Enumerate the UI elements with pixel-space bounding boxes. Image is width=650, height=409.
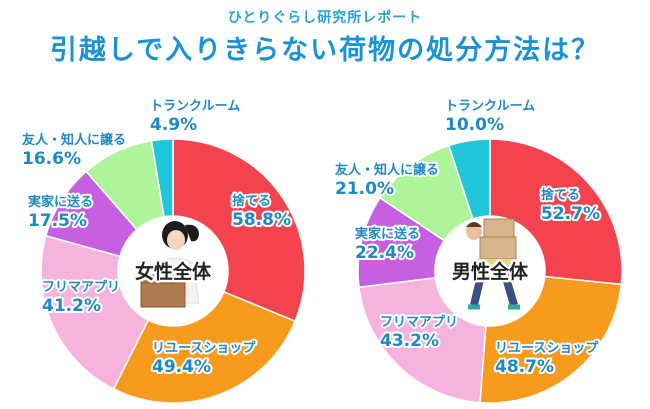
label-flea-market-app: フリマアプリ (380, 315, 458, 330)
value-flea-market-app: 41.2% (42, 296, 101, 316)
center-label: 男性全体 (452, 260, 529, 283)
hair-shape (466, 222, 482, 227)
value-send-home: 17.5% (28, 211, 87, 231)
page-title: 引越しで入りきらない荷物の処分方法は？ (49, 35, 601, 66)
value-flea-market-app: 43.2% (380, 331, 439, 351)
slice-trunk-room (150, 138, 174, 218)
ponytail-shape (185, 224, 199, 242)
legs-shape (470, 269, 518, 307)
slice-flea-market-app (40, 234, 150, 390)
label-give-friends: 友人・知人に譲る (22, 132, 126, 148)
label-send-home: 実家に送る (28, 194, 93, 210)
value-reuse-shop: 48.7% (495, 357, 554, 377)
value-trunk-room: 4.9% (150, 115, 197, 135)
box-middle-shape (479, 236, 517, 260)
woman-carrying-box-illustration (140, 221, 200, 308)
label-discard: 捨てる (232, 193, 271, 209)
value-trunk-room: 10.0% (445, 115, 504, 135)
man-carrying-boxes-illustration (466, 218, 520, 310)
value-send-home: 22.4% (355, 243, 414, 263)
label-reuse-shop: リユースショップ (152, 341, 256, 356)
slice-reuse-shop (479, 275, 623, 404)
report-source: ひとりぐらし研究所レポート (227, 10, 423, 26)
label-send-home: 実家に送る (355, 226, 420, 242)
value-discard: 52.7% (541, 204, 600, 224)
value-discard: 58.8% (232, 210, 291, 230)
slice-trunk-room (447, 138, 491, 220)
cardboard-box-shape (140, 274, 186, 308)
label-trunk-room: トランクルーム (150, 99, 240, 114)
shirt-shape (476, 259, 516, 271)
face-shape (167, 230, 185, 250)
value-reuse-shop: 49.4% (152, 357, 211, 377)
value-give-friends: 16.6% (22, 149, 81, 169)
center-label: 女性全体 (135, 260, 212, 283)
slice-flea-market-app (358, 276, 487, 404)
label-discard: 捨てる (541, 187, 580, 203)
label-reuse-shop: リユースショップ (495, 341, 599, 356)
slice-reuse-shop (112, 290, 297, 404)
slice-discard (489, 138, 623, 286)
label-trunk-room: トランクルーム (445, 99, 535, 114)
slice-discard (172, 138, 306, 323)
label-flea-market-app: フリマアプリ (42, 280, 120, 295)
label-give-friends: 友人・知人に譲る (335, 162, 439, 178)
box-top-shape (483, 218, 515, 238)
value-give-friends: 21.0% (335, 179, 394, 199)
